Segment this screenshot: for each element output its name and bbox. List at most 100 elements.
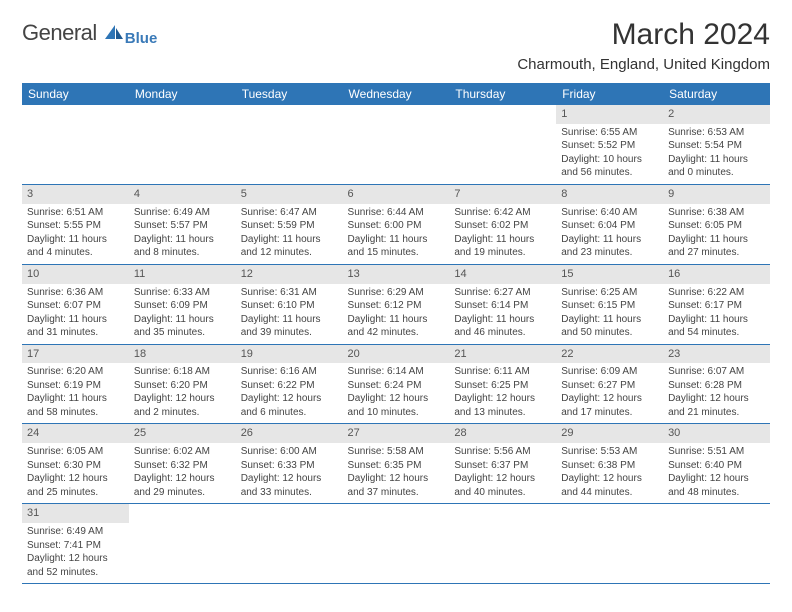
day-number: 1 xyxy=(556,105,663,124)
day-number: 19 xyxy=(236,345,343,364)
sunset-line: Sunset: 6:14 PM xyxy=(454,299,551,313)
day-number: 21 xyxy=(449,345,556,364)
sunset-line: Sunset: 5:54 PM xyxy=(668,139,765,153)
daylight-line: Daylight: 12 hours and 33 minutes. xyxy=(241,472,338,499)
daylight-line: Daylight: 12 hours and 40 minutes. xyxy=(454,472,551,499)
sunrise-line: Sunrise: 6:36 AM xyxy=(27,286,124,300)
weekday-header: Thursday xyxy=(449,83,556,105)
sunrise-line: Sunrise: 6:25 AM xyxy=(561,286,658,300)
calendar-day-cell: 23Sunrise: 6:07 AMSunset: 6:28 PMDayligh… xyxy=(663,344,770,424)
day-number: 29 xyxy=(556,424,663,443)
day-number: 14 xyxy=(449,265,556,284)
day-number: 27 xyxy=(343,424,450,443)
day-number: 13 xyxy=(343,265,450,284)
day-number: 17 xyxy=(22,345,129,364)
daylight-line: Daylight: 12 hours and 6 minutes. xyxy=(241,392,338,419)
sunset-line: Sunset: 6:38 PM xyxy=(561,459,658,473)
day-number: 24 xyxy=(22,424,129,443)
daylight-line: Daylight: 11 hours and 39 minutes. xyxy=(241,313,338,340)
daylight-line: Daylight: 11 hours and 54 minutes. xyxy=(668,313,765,340)
sunrise-line: Sunrise: 6:27 AM xyxy=(454,286,551,300)
sunset-line: Sunset: 6:25 PM xyxy=(454,379,551,393)
sunset-line: Sunset: 6:04 PM xyxy=(561,219,658,233)
calendar-day-cell: 2Sunrise: 6:53 AMSunset: 5:54 PMDaylight… xyxy=(663,105,770,184)
daylight-line: Daylight: 10 hours and 56 minutes. xyxy=(561,153,658,180)
sunset-line: Sunset: 6:15 PM xyxy=(561,299,658,313)
sunrise-line: Sunrise: 6:02 AM xyxy=(134,445,231,459)
daylight-line: Daylight: 11 hours and 19 minutes. xyxy=(454,233,551,260)
day-number: 16 xyxy=(663,265,770,284)
day-content: Sunrise: 6:47 AMSunset: 5:59 PMDaylight:… xyxy=(236,204,343,264)
sunset-line: Sunset: 6:32 PM xyxy=(134,459,231,473)
calendar-day-cell: 27Sunrise: 5:58 AMSunset: 6:35 PMDayligh… xyxy=(343,424,450,504)
calendar-day-cell: 16Sunrise: 6:22 AMSunset: 6:17 PMDayligh… xyxy=(663,264,770,344)
sunrise-line: Sunrise: 6:22 AM xyxy=(668,286,765,300)
calendar-day-cell: 4Sunrise: 6:49 AMSunset: 5:57 PMDaylight… xyxy=(129,184,236,264)
day-content: Sunrise: 6:16 AMSunset: 6:22 PMDaylight:… xyxy=(236,363,343,423)
daylight-line: Daylight: 12 hours and 25 minutes. xyxy=(27,472,124,499)
sunrise-line: Sunrise: 6:00 AM xyxy=(241,445,338,459)
daylight-line: Daylight: 12 hours and 48 minutes. xyxy=(668,472,765,499)
day-number: 9 xyxy=(663,185,770,204)
day-number: 10 xyxy=(22,265,129,284)
calendar-day-cell: 19Sunrise: 6:16 AMSunset: 6:22 PMDayligh… xyxy=(236,344,343,424)
sunrise-line: Sunrise: 6:18 AM xyxy=(134,365,231,379)
calendar-day-cell xyxy=(663,504,770,584)
calendar-day-cell xyxy=(236,105,343,184)
day-content: Sunrise: 6:11 AMSunset: 6:25 PMDaylight:… xyxy=(449,363,556,423)
day-number: 2 xyxy=(663,105,770,124)
calendar-body: 1Sunrise: 6:55 AMSunset: 5:52 PMDaylight… xyxy=(22,105,770,584)
calendar-table: SundayMondayTuesdayWednesdayThursdayFrid… xyxy=(22,83,770,584)
sunrise-line: Sunrise: 6:05 AM xyxy=(27,445,124,459)
calendar-day-cell: 14Sunrise: 6:27 AMSunset: 6:14 PMDayligh… xyxy=(449,264,556,344)
day-content: Sunrise: 6:02 AMSunset: 6:32 PMDaylight:… xyxy=(129,443,236,503)
sunrise-line: Sunrise: 6:07 AM xyxy=(668,365,765,379)
sunrise-line: Sunrise: 6:49 AM xyxy=(27,525,124,539)
calendar-day-cell: 8Sunrise: 6:40 AMSunset: 6:04 PMDaylight… xyxy=(556,184,663,264)
calendar-day-cell: 11Sunrise: 6:33 AMSunset: 6:09 PMDayligh… xyxy=(129,264,236,344)
daylight-line: Daylight: 11 hours and 0 minutes. xyxy=(668,153,765,180)
sunrise-line: Sunrise: 6:47 AM xyxy=(241,206,338,220)
day-number: 12 xyxy=(236,265,343,284)
day-number: 6 xyxy=(343,185,450,204)
calendar-day-cell: 9Sunrise: 6:38 AMSunset: 6:05 PMDaylight… xyxy=(663,184,770,264)
calendar-day-cell: 17Sunrise: 6:20 AMSunset: 6:19 PMDayligh… xyxy=(22,344,129,424)
calendar-day-cell: 21Sunrise: 6:11 AMSunset: 6:25 PMDayligh… xyxy=(449,344,556,424)
day-number: 28 xyxy=(449,424,556,443)
calendar-day-cell: 20Sunrise: 6:14 AMSunset: 6:24 PMDayligh… xyxy=(343,344,450,424)
day-number: 30 xyxy=(663,424,770,443)
daylight-line: Daylight: 12 hours and 13 minutes. xyxy=(454,392,551,419)
calendar-day-cell: 5Sunrise: 6:47 AMSunset: 5:59 PMDaylight… xyxy=(236,184,343,264)
sunrise-line: Sunrise: 6:44 AM xyxy=(348,206,445,220)
daylight-line: Daylight: 12 hours and 29 minutes. xyxy=(134,472,231,499)
calendar-header-row: SundayMondayTuesdayWednesdayThursdayFrid… xyxy=(22,83,770,105)
sunrise-line: Sunrise: 6:33 AM xyxy=(134,286,231,300)
sunrise-line: Sunrise: 6:53 AM xyxy=(668,126,765,140)
sunset-line: Sunset: 6:12 PM xyxy=(348,299,445,313)
day-content: Sunrise: 6:31 AMSunset: 6:10 PMDaylight:… xyxy=(236,284,343,344)
sunrise-line: Sunrise: 6:42 AM xyxy=(454,206,551,220)
calendar-day-cell: 12Sunrise: 6:31 AMSunset: 6:10 PMDayligh… xyxy=(236,264,343,344)
calendar-day-cell xyxy=(22,105,129,184)
day-content: Sunrise: 6:55 AMSunset: 5:52 PMDaylight:… xyxy=(556,124,663,184)
sunset-line: Sunset: 6:35 PM xyxy=(348,459,445,473)
daylight-line: Daylight: 12 hours and 21 minutes. xyxy=(668,392,765,419)
daylight-line: Daylight: 11 hours and 50 minutes. xyxy=(561,313,658,340)
daylight-line: Daylight: 12 hours and 17 minutes. xyxy=(561,392,658,419)
sunrise-line: Sunrise: 6:16 AM xyxy=(241,365,338,379)
month-title: March 2024 xyxy=(517,18,770,52)
daylight-line: Daylight: 11 hours and 27 minutes. xyxy=(668,233,765,260)
day-number: 15 xyxy=(556,265,663,284)
sunset-line: Sunset: 6:02 PM xyxy=(454,219,551,233)
day-content: Sunrise: 6:53 AMSunset: 5:54 PMDaylight:… xyxy=(663,124,770,184)
day-content: Sunrise: 6:44 AMSunset: 6:00 PMDaylight:… xyxy=(343,204,450,264)
day-number: 23 xyxy=(663,345,770,364)
day-number: 8 xyxy=(556,185,663,204)
daylight-line: Daylight: 11 hours and 42 minutes. xyxy=(348,313,445,340)
calendar-day-cell: 7Sunrise: 6:42 AMSunset: 6:02 PMDaylight… xyxy=(449,184,556,264)
day-content: Sunrise: 6:18 AMSunset: 6:20 PMDaylight:… xyxy=(129,363,236,423)
header: General Blue March 2024 Charmouth, Engla… xyxy=(22,18,770,73)
sunset-line: Sunset: 6:40 PM xyxy=(668,459,765,473)
weekday-header: Monday xyxy=(129,83,236,105)
calendar-week-row: 24Sunrise: 6:05 AMSunset: 6:30 PMDayligh… xyxy=(22,424,770,504)
